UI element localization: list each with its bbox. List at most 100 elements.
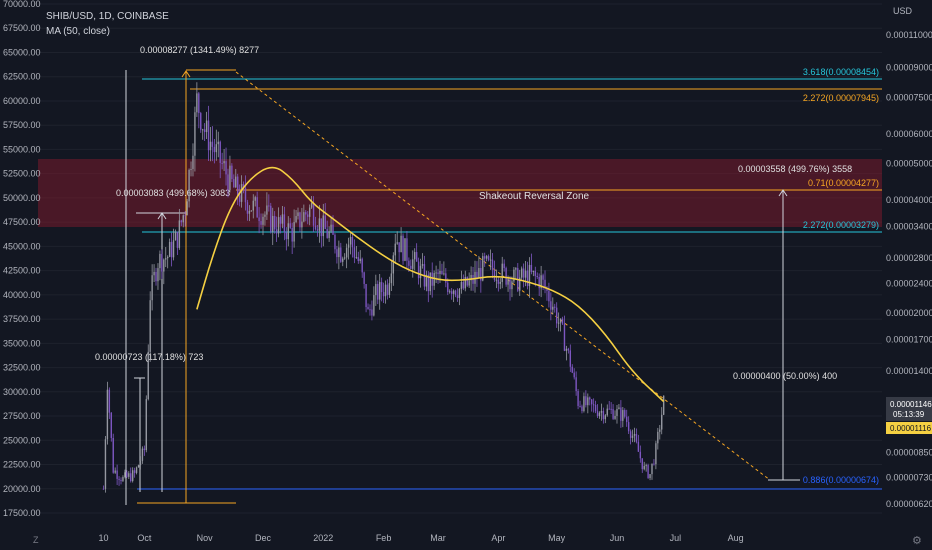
candle-body	[141, 448, 144, 461]
grid-lines	[38, 3, 882, 514]
fib-label-0886: 0.886(0.00000674)	[803, 475, 879, 485]
candle-body	[610, 408, 612, 410]
candle-body	[542, 275, 544, 280]
x-axis-tick: Dec	[255, 533, 272, 543]
candle-body	[427, 274, 430, 292]
candle-body	[503, 263, 505, 269]
candle-body	[410, 265, 412, 269]
candle-body	[332, 224, 334, 235]
candle-body	[515, 268, 517, 270]
candle-body	[303, 212, 305, 222]
right-axis-tick: 0.00002400	[886, 278, 932, 288]
candle-body	[116, 470, 118, 479]
candle-body	[614, 415, 616, 419]
candle-body	[437, 272, 439, 274]
candle-body	[281, 214, 284, 224]
candle-body	[528, 264, 531, 287]
candle-body	[608, 408, 610, 410]
candle-body	[186, 201, 188, 216]
candle-body	[174, 231, 177, 241]
candle-body	[412, 259, 414, 269]
left-axis-tick: 52500.00	[3, 169, 41, 179]
candle-body	[202, 129, 204, 131]
candle-body	[450, 291, 453, 294]
timezone-icon[interactable]: Z	[33, 535, 39, 545]
candle-body	[198, 93, 200, 114]
candle-body	[260, 221, 262, 225]
right-axis-tick: 0.00000730	[886, 472, 932, 482]
candle-body	[301, 221, 303, 228]
candle-body	[367, 307, 369, 310]
candle-body	[641, 458, 643, 470]
currency-label: USD	[893, 6, 913, 16]
left-axis-tick: 37500.00	[3, 314, 41, 324]
right-axis-tick: 0.00001700	[886, 335, 932, 345]
candle-body	[532, 270, 535, 272]
candle-body	[102, 488, 105, 490]
candle-body	[400, 235, 402, 253]
candle-body	[581, 406, 583, 412]
candle-body	[272, 215, 274, 232]
candle-body	[569, 350, 572, 367]
candle-body	[163, 259, 165, 272]
right-axis-tick: 0.00011000	[886, 30, 932, 40]
candle-body	[552, 306, 554, 310]
candle-body	[157, 268, 159, 282]
candle-body	[153, 271, 155, 276]
candle-body	[166, 256, 169, 259]
candle-body	[643, 465, 645, 470]
x-axis-tick: Aug	[728, 533, 744, 543]
candle-body	[606, 408, 608, 416]
candle-body	[449, 291, 451, 293]
candle-body	[380, 282, 383, 293]
candle-body	[390, 273, 393, 284]
left-price-axis: 70000.00 67500.00 65000.00 62500.00 60000.00…	[3, 0, 41, 518]
candle-body	[633, 433, 636, 436]
candle-body	[627, 422, 630, 432]
candle-body	[316, 229, 319, 231]
candle-body	[589, 397, 591, 400]
candle-body	[318, 218, 321, 231]
right-axis-tick: 0.00002800	[886, 253, 932, 263]
candle-body	[550, 301, 552, 310]
candle-body	[330, 224, 332, 232]
candle-body	[622, 410, 624, 421]
candle-body	[511, 281, 513, 290]
candle-body	[126, 472, 128, 477]
candle-body	[373, 295, 375, 316]
candle-body	[211, 141, 214, 147]
candle-body	[414, 252, 416, 260]
candle-body	[297, 212, 299, 217]
candle-body	[223, 161, 225, 164]
candle-body	[406, 238, 408, 261]
candle-body	[289, 223, 291, 228]
gear-icon[interactable]: ⚙	[912, 535, 922, 547]
candle-body	[130, 473, 132, 482]
candle-body	[363, 272, 365, 284]
candle-body	[441, 270, 443, 275]
candle-body	[170, 241, 173, 258]
candle-body	[248, 210, 251, 214]
candle-body	[347, 244, 350, 248]
candle-body	[246, 202, 249, 214]
fib-label-2272-upper: 2.272(0.00007945)	[803, 93, 879, 103]
candle-body	[268, 205, 270, 207]
candle-body	[237, 176, 239, 196]
candle-body	[447, 282, 449, 292]
candle-body	[659, 429, 661, 432]
candle-body	[108, 389, 111, 413]
candle-body	[651, 463, 653, 475]
candle-body	[168, 241, 171, 257]
candle-body	[326, 228, 328, 238]
candle-body	[513, 269, 515, 282]
measure-label-4: 0.00003558 (499.76%) 3558	[738, 164, 852, 174]
right-axis-tick: 0.00000620	[886, 499, 932, 509]
candle-body	[425, 274, 428, 287]
candle-body	[624, 410, 626, 417]
candle-body	[519, 277, 521, 291]
measure-label-5: 0.00000400 (50.00%) 400	[733, 371, 837, 381]
candle-body	[227, 174, 229, 191]
candle-body	[147, 351, 149, 400]
candle-body	[275, 229, 278, 234]
